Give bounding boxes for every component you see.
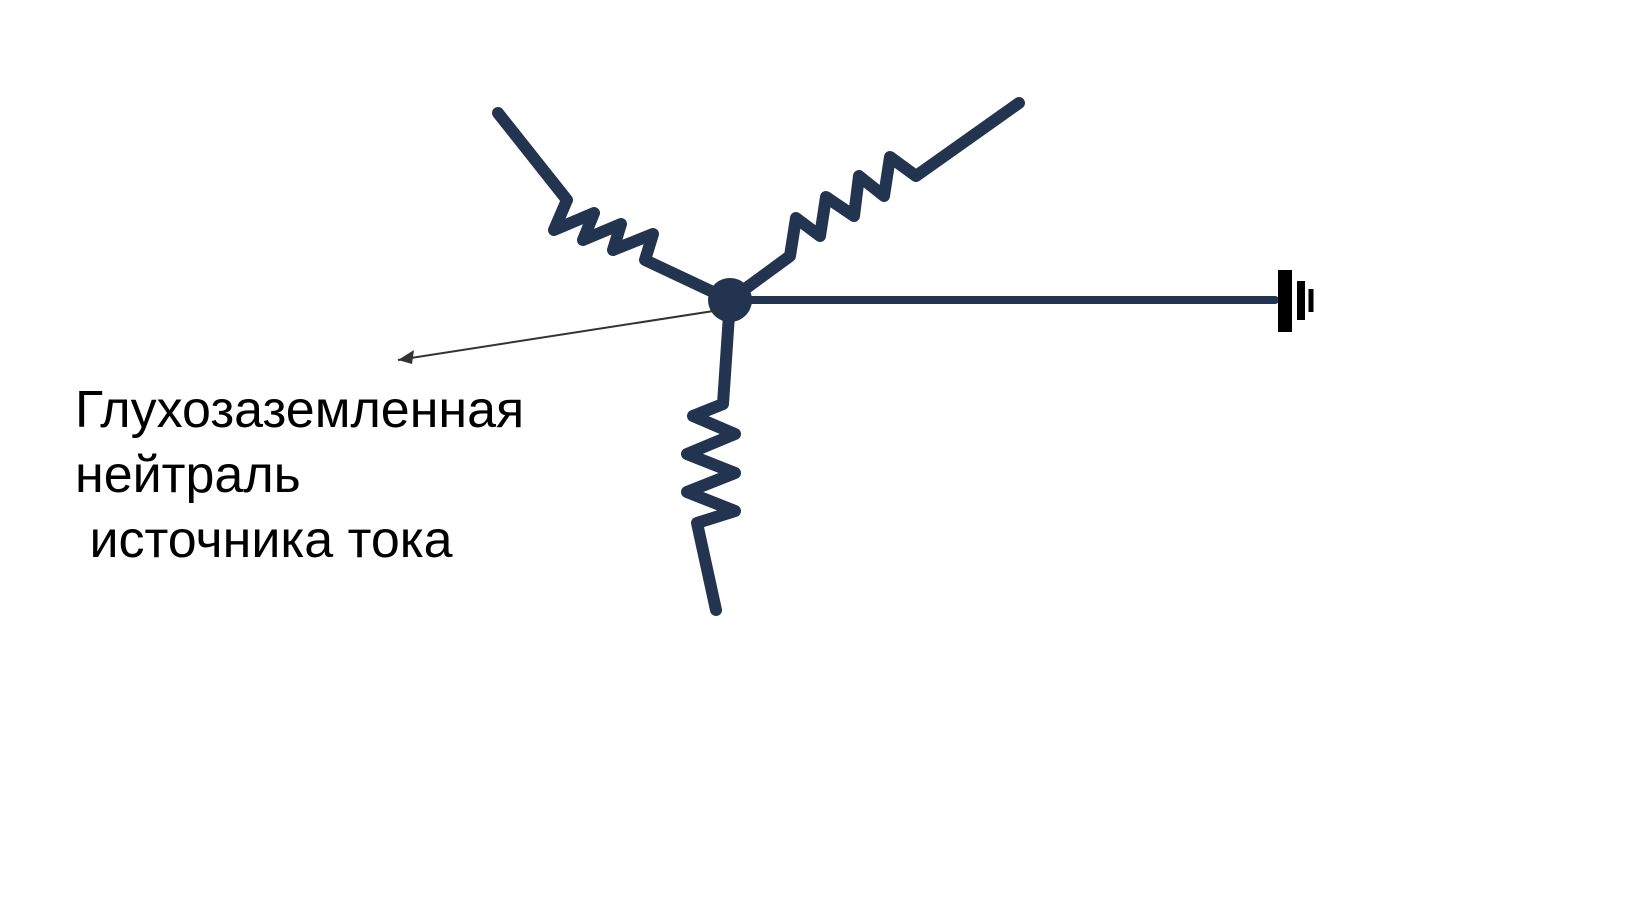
neutral-node	[708, 278, 752, 322]
branch-top-left	[498, 113, 730, 300]
neutral-label: Глухозаземленная нейтраль источника тока	[75, 378, 524, 573]
callout-arrow-head	[398, 350, 414, 364]
diagram-canvas: Глухозаземленная нейтраль источника тока	[0, 0, 1626, 910]
branch-top-right	[730, 103, 1019, 300]
branch-bottom	[687, 300, 735, 610]
callout-arrow-line	[398, 310, 720, 360]
